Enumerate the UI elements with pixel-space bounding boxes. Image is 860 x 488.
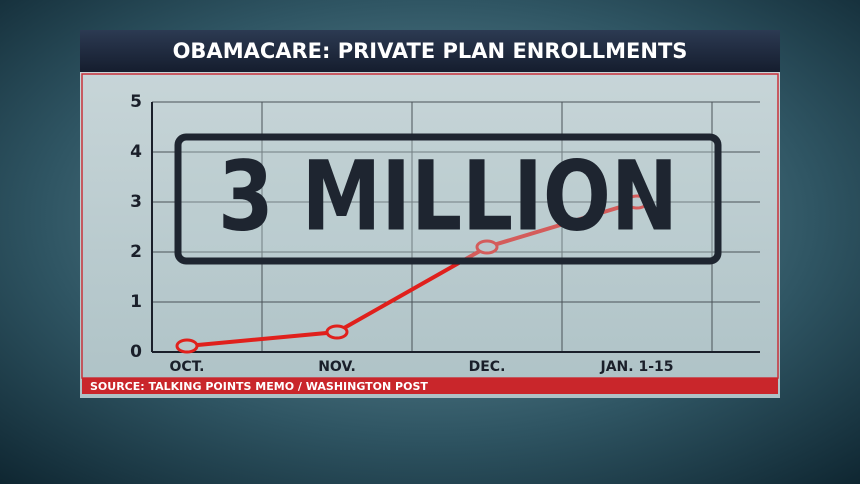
annotation-box [174, 133, 722, 265]
data-point [175, 338, 199, 354]
source: SOURCE: TALKING POINTS MEMO / WASHINGTON… [90, 380, 428, 393]
y-tick-label: 5 [130, 92, 142, 112]
x-tick-label: JAN. 1-15 [600, 359, 674, 375]
y-tick-label: 4 [130, 142, 142, 162]
data-point [625, 194, 649, 210]
chart-title: OBAMACARE: PRIVATE PLAN ENROLLMENTS [173, 39, 688, 63]
title-bar [80, 30, 780, 72]
plot: 0 1 2 3 4 5 OCT. NOV. DEC. JAN. 1-15 [130, 92, 760, 375]
y-tick-label: 3 [130, 192, 142, 212]
data-line [186, 200, 638, 348]
source-bar [82, 378, 778, 394]
y-tick-label: 2 [130, 242, 142, 262]
data-point [475, 239, 499, 255]
annotation: 3 MILLION [218, 140, 678, 252]
y-tick-label: 1 [130, 292, 142, 312]
y-tick-label: 0 [130, 342, 142, 362]
x-tick-label: OCT. [170, 359, 205, 375]
data-point [325, 324, 349, 340]
x-tick-label: NOV. [318, 359, 356, 375]
x-tick-label: DEC. [469, 359, 506, 375]
